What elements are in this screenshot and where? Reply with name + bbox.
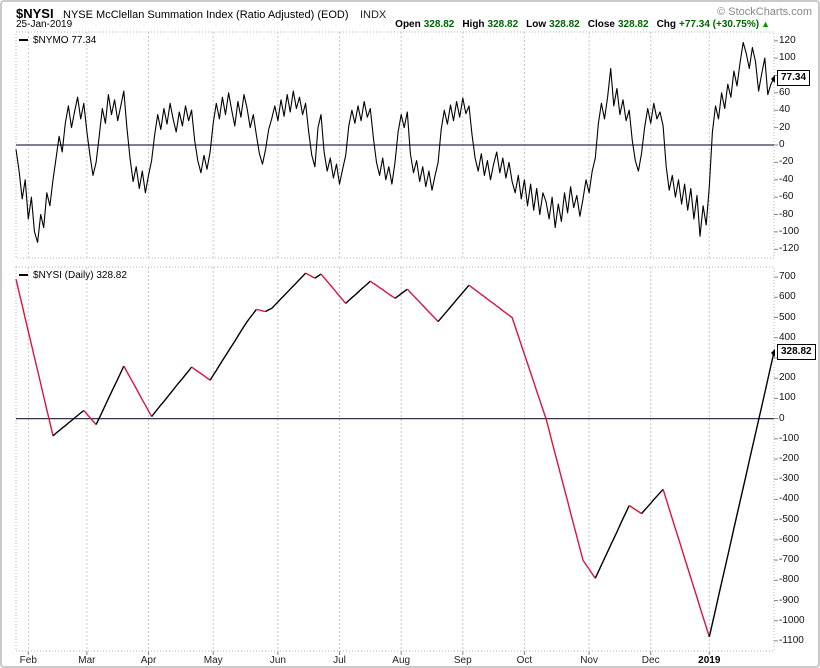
y-axis-label: -40 — [779, 173, 794, 185]
nysi-line-segment — [662, 489, 710, 638]
nysi-line-segment — [394, 288, 408, 299]
x-axis-label: Sep — [453, 655, 472, 666]
x-axis-label: Feb — [19, 655, 37, 666]
ohlc-row: Open 328.82 High 328.82 Low 328.82 Close 328.82… — [395, 19, 770, 30]
chg-label: Chg — [656, 19, 677, 30]
y-axis-label: -700 — [779, 554, 800, 566]
nymo-last-value-badge: 77.34 — [770, 69, 811, 86]
close-value: 328.82 — [617, 19, 649, 30]
y-axis-label: -800 — [779, 574, 800, 586]
y-axis-label: -400 — [779, 493, 800, 505]
x-axis-label: 2019 — [698, 655, 721, 666]
y-axis-label: 60 — [779, 86, 791, 98]
nysi-line-segment — [151, 366, 193, 418]
nymo-line-swatch-icon — [19, 39, 28, 42]
nysi-line-segment — [95, 365, 125, 425]
y-axis-label: -1000 — [779, 614, 805, 626]
y-axis-label: -80 — [779, 208, 794, 220]
header-row: $NYSI NYSE McClellan Summation Index (Ra… — [16, 5, 386, 23]
y-axis-label: 20 — [779, 121, 791, 133]
nysi-line-segment — [83, 410, 97, 426]
nysi-legend-label: $NYSI (Daily) 328.82 — [33, 270, 127, 281]
nysi-line-segment — [123, 365, 153, 417]
up-arrow-icon: ▲ — [761, 19, 770, 29]
x-axis-label: Jul — [333, 655, 346, 666]
exchange-label: INDX — [359, 9, 387, 21]
nysi-line-segment — [369, 280, 396, 299]
y-axis-label: -120 — [779, 243, 800, 255]
nysi-line-segment — [320, 273, 347, 304]
y-axis-label: -300 — [779, 473, 800, 485]
date-label: 25-Jan-2019 — [16, 19, 73, 30]
symbol-label: $NYSI — [16, 6, 54, 21]
y-axis-label: -1100 — [779, 634, 804, 646]
y-axis-label: -60 — [779, 191, 794, 203]
y-axis-label: -500 — [779, 513, 800, 525]
y-axis-label: 100 — [779, 52, 796, 64]
bottom-x-axis: Feb Mar Apr May Jun Jul Aug Sep Oct Nov Dec 2019 — [2, 655, 818, 666]
x-axis-label: Mar — [78, 655, 96, 666]
nymo-line — [15, 41, 775, 243]
x-axis-label: Aug — [392, 655, 411, 666]
y-axis-label: -100 — [779, 432, 800, 444]
y-axis-label: -100 — [779, 225, 800, 237]
nysi-legend: $NYSI (Daily) 328.82 — [19, 270, 127, 281]
chg-value: +77.34 (+30.75%) — [679, 19, 760, 30]
nysi-line-segment — [468, 284, 596, 579]
x-axis-label: Jun — [269, 655, 286, 666]
nysi-line-segment — [256, 308, 266, 313]
low-value: 328.82 — [549, 19, 580, 30]
y-axis-label: -900 — [779, 594, 800, 606]
nysi-line-segment — [15, 278, 54, 436]
x-axis-label: May — [203, 655, 223, 666]
y-axis-label: 40 — [779, 104, 791, 116]
nysi-line-segment — [265, 272, 307, 313]
nysi-line-segment — [345, 280, 371, 304]
nysi-line-segment — [437, 284, 470, 323]
nysi-line-swatch-icon — [19, 274, 28, 277]
chart-title: NYSE McClellan Summation Index (Ratio Ad… — [63, 9, 349, 21]
high-label: High — [462, 19, 485, 30]
y-axis-label: 400 — [779, 331, 796, 343]
nysi-line-segment — [708, 351, 775, 638]
x-axis-label: Apr — [140, 655, 157, 666]
x-axis-label: Oct — [516, 655, 533, 666]
nymo-legend-label: $NYMO 77.34 — [33, 35, 97, 46]
nysi-line-segment — [640, 488, 664, 515]
low-label: Low — [526, 19, 547, 30]
high-value: 328.82 — [487, 19, 519, 30]
y-axis-label: 600 — [779, 291, 796, 303]
right-y-axis: 120100806040200-20-40-60-80-100-12070060… — [779, 2, 818, 666]
nysi-line-segment — [314, 273, 322, 279]
nysi-line-segment — [209, 308, 257, 381]
y-axis-label: 500 — [779, 311, 796, 323]
y-axis-label: 200 — [779, 372, 796, 384]
nymo-legend: $NYMO 77.34 — [19, 35, 96, 46]
y-axis-label: -200 — [779, 453, 800, 464]
nysi-line-segment — [52, 409, 85, 437]
nysi-line-segment — [628, 504, 642, 515]
y-axis-label: 120 — [779, 34, 796, 46]
stockcharts-copyright-link[interactable]: © StockCharts.com — [717, 6, 812, 18]
y-axis-label: 100 — [779, 392, 796, 404]
nysi-line-segment — [594, 505, 630, 579]
y-axis-label: -20 — [779, 156, 794, 168]
nysi-line-segment — [305, 272, 316, 279]
nysi-line-segment — [191, 366, 211, 381]
close-label: Close — [587, 19, 615, 30]
y-axis-label: -600 — [779, 533, 800, 545]
x-axis-label: Dec — [641, 655, 660, 666]
y-axis-label: 0 — [779, 139, 785, 150]
open-label: Open — [395, 19, 421, 30]
panel-border — [15, 266, 775, 652]
y-axis-label: 0 — [779, 412, 785, 424]
nysi-last-value-badge: 328.82 — [771, 344, 816, 361]
open-value: 328.82 — [423, 19, 455, 30]
x-axis-label: Nov — [580, 655, 598, 666]
y-axis-label: 700 — [779, 271, 796, 283]
nysi-line-segment — [406, 288, 439, 323]
